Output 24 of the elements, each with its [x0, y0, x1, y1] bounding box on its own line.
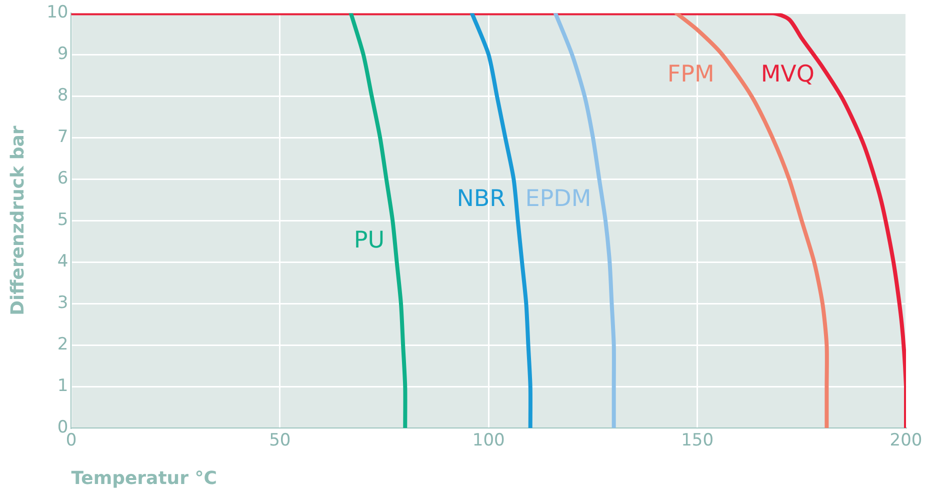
x-tick-label: 200 [890, 430, 922, 451]
line-series [71, 13, 906, 428]
series-label: NBR [456, 186, 506, 212]
y-tick-label: 5 [57, 210, 68, 230]
y-tick-label: 6 [57, 168, 68, 189]
series-label: MVQ [760, 61, 815, 88]
y-tick-label: 4 [57, 252, 68, 272]
y-tick-label: 3 [57, 292, 68, 313]
x-tick-label: 100 [472, 430, 505, 451]
series-label: PU [354, 227, 385, 254]
y-tick-label: 9 [57, 44, 68, 64]
y-tick-label: 10 [46, 2, 68, 23]
series-label: EPDM [525, 186, 592, 212]
x-tick-label: 150 [681, 430, 714, 451]
y-tick-label: 2 [57, 334, 68, 354]
y-tick-label: 0 [57, 417, 68, 438]
series-label: FPM [667, 61, 714, 88]
y-tick-label: 8 [57, 86, 68, 106]
y-tick-label: 1 [57, 376, 68, 396]
line-series [348, 13, 408, 428]
y-tick-label: 7 [57, 127, 68, 148]
y-axis-title: Differenzdruck bar [7, 126, 28, 316]
x-axis-title: Temperatur °C [71, 468, 217, 489]
x-tick-label: 50 [269, 430, 291, 451]
